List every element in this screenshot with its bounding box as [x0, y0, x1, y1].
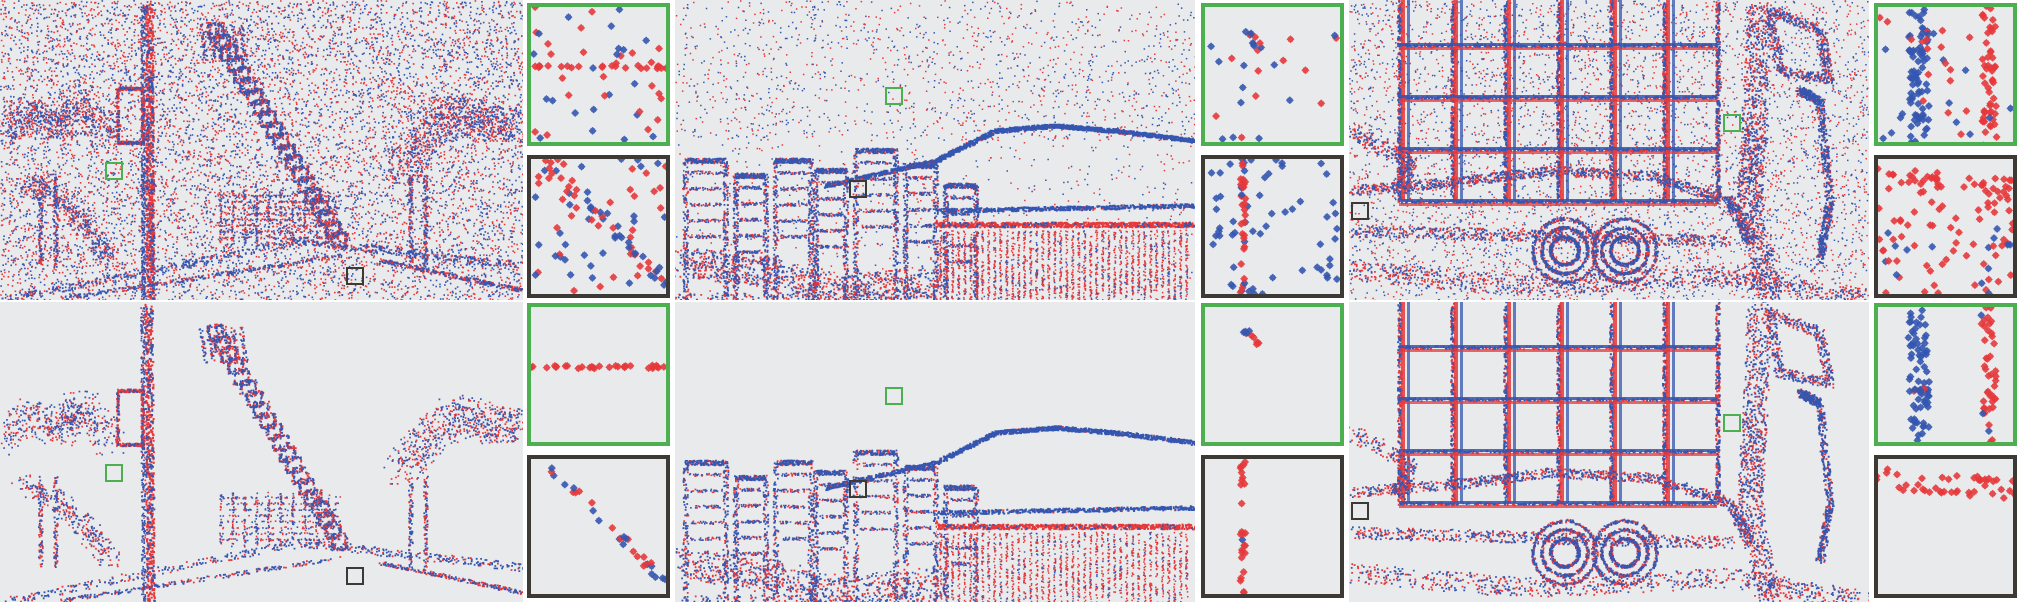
- zoom-dark-street-top: [527, 155, 670, 298]
- event-frame: [1349, 302, 1869, 602]
- dark-roi-marker: [1351, 202, 1369, 220]
- scene-checkerboard-top: [1349, 0, 1869, 300]
- green-roi-marker: [105, 162, 123, 180]
- dark-roi-marker: [346, 267, 364, 285]
- scene-street-top: [0, 0, 523, 300]
- scene-street-bottom: [0, 302, 523, 602]
- green-roi-marker: [105, 464, 123, 482]
- zoom-green-city-top: [1201, 3, 1344, 146]
- dark-roi-marker: [1351, 502, 1369, 520]
- dark-roi-marker: [346, 567, 364, 585]
- zoom-dark-city-top: [1201, 155, 1344, 298]
- zoom-green-city-bottom: [1201, 303, 1344, 446]
- zoom-dark-checkerboard-top: [1874, 155, 2017, 298]
- dark-roi-marker: [849, 180, 867, 198]
- zoom-green-checkerboard-top: [1874, 3, 2017, 146]
- event-frame: [675, 425, 1195, 602]
- scene-city-bottom: [675, 302, 1195, 602]
- scene-checkerboard-bottom: [1349, 302, 1869, 602]
- event-frame: [675, 0, 1195, 300]
- event-frame: [0, 303, 523, 602]
- zoom-dark-street-bottom: [527, 455, 670, 598]
- zoom-green-checkerboard-bottom: [1874, 303, 2017, 446]
- event-frame: [1349, 0, 1869, 300]
- dark-roi-marker: [849, 480, 867, 498]
- green-roi-marker: [1723, 114, 1741, 132]
- zoom-dark-checkerboard-bottom: [1874, 455, 2017, 598]
- green-roi-marker: [1723, 414, 1741, 432]
- zoom-green-street-bottom: [527, 303, 670, 446]
- zoom-dark-city-bottom: [1201, 455, 1344, 598]
- scene-city-top: [675, 0, 1195, 300]
- green-roi-marker: [885, 387, 903, 405]
- event-frame: [0, 0, 523, 300]
- zoom-green-street-top: [527, 3, 670, 146]
- green-roi-marker: [885, 87, 903, 105]
